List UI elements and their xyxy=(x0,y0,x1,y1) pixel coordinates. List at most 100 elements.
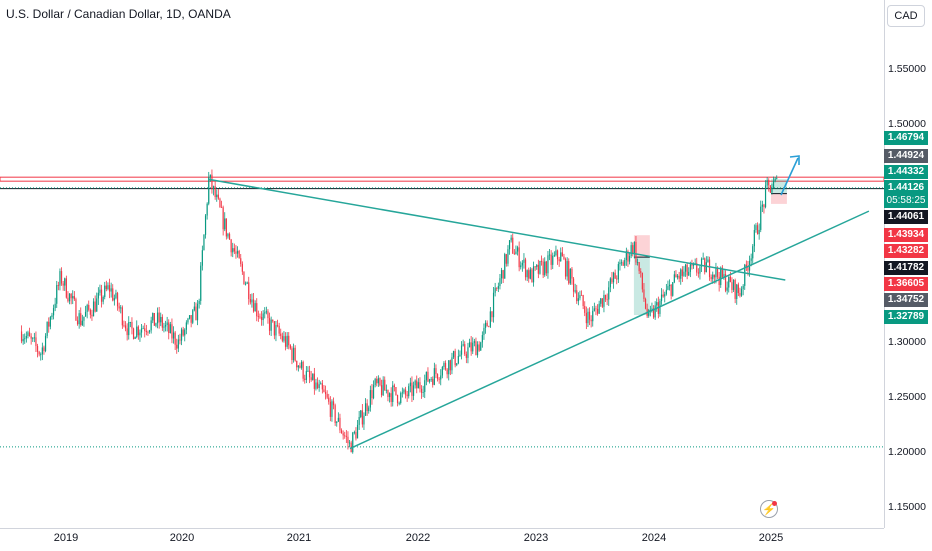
candle-body xyxy=(168,322,170,334)
candle-body xyxy=(699,266,701,274)
candle-body xyxy=(108,285,111,292)
candle-body xyxy=(256,303,258,317)
x-tick-label: 2024 xyxy=(641,532,667,544)
candle-body xyxy=(222,207,224,230)
candle-body xyxy=(416,380,418,389)
candle-body xyxy=(83,316,85,321)
price-label: 1.44061 xyxy=(884,210,928,224)
candle-body xyxy=(745,264,747,268)
candle-body xyxy=(665,289,667,295)
candle-body xyxy=(268,318,271,331)
candle-body xyxy=(206,203,208,216)
candle-body xyxy=(600,298,602,304)
candle-body xyxy=(747,267,749,271)
candle-body xyxy=(302,361,304,379)
candle-body xyxy=(664,294,666,297)
candle-body xyxy=(28,332,31,337)
candle-body xyxy=(40,354,42,356)
candle-body xyxy=(281,335,283,341)
candle-body xyxy=(147,331,149,333)
candle-body xyxy=(353,432,355,433)
candle-body xyxy=(622,262,624,266)
candle-body xyxy=(315,382,317,389)
candle-body xyxy=(25,335,27,339)
candle-body xyxy=(371,390,373,399)
candle-body xyxy=(272,319,274,322)
candle-body xyxy=(534,266,536,268)
candle-body xyxy=(177,339,179,349)
candle-body xyxy=(358,416,360,425)
candle-body xyxy=(633,241,635,254)
candle-body xyxy=(734,280,736,299)
candle-body xyxy=(65,278,67,298)
candle-body xyxy=(137,326,139,336)
candle-body xyxy=(188,315,191,319)
candle-body xyxy=(164,324,167,327)
candle-body xyxy=(220,207,223,208)
candle-body xyxy=(555,250,557,256)
candle-body xyxy=(321,383,323,390)
candle-body xyxy=(292,347,295,361)
candle-body xyxy=(524,259,527,278)
candle-body xyxy=(193,306,195,311)
candle-body xyxy=(179,339,181,341)
candle-body xyxy=(556,250,559,260)
candle-body xyxy=(144,328,146,332)
candle-body xyxy=(260,316,263,321)
x-tick-label: 2025 xyxy=(758,532,784,544)
candle-body xyxy=(329,401,331,417)
candle-body xyxy=(340,430,343,434)
candle-body xyxy=(702,258,704,260)
candle-body xyxy=(590,319,592,322)
candle-body xyxy=(182,329,184,336)
candle-body xyxy=(46,321,48,336)
time-axis[interactable] xyxy=(0,528,884,551)
candle-body xyxy=(462,344,464,346)
candle-body xyxy=(499,278,501,287)
candle-body xyxy=(505,254,507,264)
candle-body xyxy=(449,360,451,371)
candle-body xyxy=(488,326,490,328)
candle-body xyxy=(43,347,45,352)
candle-body xyxy=(396,394,399,404)
candle-body xyxy=(464,344,466,355)
candle-body xyxy=(753,230,755,247)
candle-body xyxy=(387,389,389,398)
candle-body xyxy=(318,384,320,388)
candle-body xyxy=(163,326,165,328)
candle-body xyxy=(750,258,752,261)
candle-body xyxy=(372,385,375,399)
candle-body xyxy=(569,268,571,284)
candle-body xyxy=(593,308,595,311)
candle-body xyxy=(323,389,325,393)
candle-body xyxy=(412,385,415,396)
candle-body xyxy=(558,259,560,262)
currency-button[interactable]: CAD xyxy=(887,5,925,27)
candle-body xyxy=(248,282,250,300)
candle-body xyxy=(76,320,79,325)
candle-body xyxy=(264,312,266,314)
candle-body xyxy=(339,417,341,431)
candle-body xyxy=(422,392,424,393)
candle-body xyxy=(729,276,731,283)
candle-body xyxy=(566,261,568,277)
candle-body xyxy=(104,285,106,297)
candle-body xyxy=(198,300,200,304)
candle-body xyxy=(560,252,562,262)
candle-body xyxy=(324,392,327,394)
candle-body xyxy=(84,311,87,317)
candle-body xyxy=(632,245,634,254)
candle-body xyxy=(406,394,408,397)
candle-body xyxy=(132,328,135,339)
candle-body xyxy=(484,322,487,328)
candle-body xyxy=(475,341,477,356)
candle-body xyxy=(716,267,719,277)
candle-body xyxy=(332,401,335,406)
candle-body xyxy=(419,382,421,389)
candle-body xyxy=(638,262,640,272)
candle-body xyxy=(724,274,727,291)
candle-body xyxy=(123,325,125,327)
price-label: 1.44332 xyxy=(884,165,928,179)
